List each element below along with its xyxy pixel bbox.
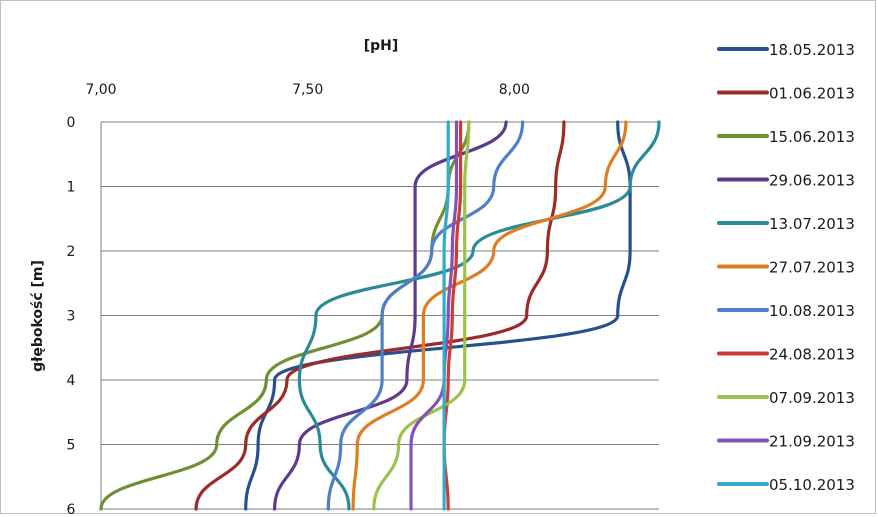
x-tick-label: 7,00 bbox=[85, 82, 116, 98]
legend-label: 07.09.2013 bbox=[769, 389, 855, 407]
y-tick-label: 5 bbox=[67, 438, 76, 454]
y-axis-title: głębokość [m] bbox=[30, 260, 46, 372]
legend-label: 18.05.2013 bbox=[769, 41, 855, 59]
x-tick-label: 7,50 bbox=[292, 82, 323, 98]
legend: 18.05.2013 01.06.2013 15.06.2013 29.06.2013… bbox=[717, 41, 855, 494]
series-line-10.08.2013 bbox=[326, 120, 525, 511]
series-line-18.05.2013 bbox=[244, 120, 632, 511]
y-tick-label: 1 bbox=[67, 180, 76, 196]
y-tick-label: 2 bbox=[67, 244, 76, 260]
x-tick-label: 8,00 bbox=[499, 82, 530, 98]
axis-ticks: 7,00 7,50 8,00 0 1 2 3 4 5 6 bbox=[67, 82, 530, 517]
series-line-21.09.2013 bbox=[409, 120, 459, 511]
y-tick-label: 4 bbox=[67, 373, 76, 389]
legend-label: 10.08.2013 bbox=[769, 302, 855, 320]
series-lines bbox=[99, 120, 661, 511]
legend-label: 01.06.2013 bbox=[769, 85, 855, 103]
x-axis-title: [pH] bbox=[364, 38, 399, 54]
series-line-07.09.2013 bbox=[372, 120, 471, 511]
legend-label: 27.07.2013 bbox=[769, 259, 855, 277]
series-line-01.06.2013 bbox=[194, 120, 566, 511]
legend-label: 21.09.2013 bbox=[769, 433, 855, 451]
grid bbox=[100, 121, 659, 510]
legend-label: 13.07.2013 bbox=[769, 215, 855, 233]
y-tick-label: 0 bbox=[67, 115, 76, 131]
series-line-05.10.2013 bbox=[442, 120, 450, 511]
legend-label: 29.06.2013 bbox=[769, 172, 855, 190]
y-tick-label: 3 bbox=[67, 309, 76, 325]
legend-label: 24.08.2013 bbox=[769, 346, 855, 364]
series-line-27.07.2013 bbox=[351, 120, 628, 511]
legend-label: 15.06.2013 bbox=[769, 128, 855, 146]
series-line-29.06.2013 bbox=[273, 120, 508, 511]
series-line-13.07.2013 bbox=[297, 120, 661, 511]
legend-label: 05.10.2013 bbox=[769, 476, 855, 494]
y-tick-label: 6 bbox=[67, 502, 76, 517]
